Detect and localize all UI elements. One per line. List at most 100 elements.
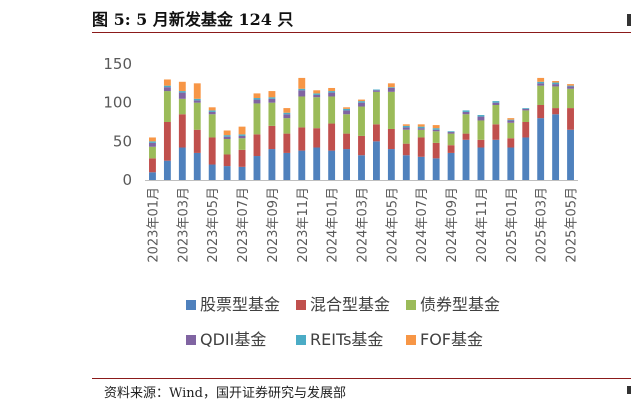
x-axis: 2023年01月 2023年03月 2023年05月 2023年07月 2023年09月… bbox=[145, 180, 580, 263]
bar-segment bbox=[552, 81, 560, 83]
bar-segment bbox=[208, 114, 216, 138]
bar-segment bbox=[462, 133, 470, 140]
bar-segment bbox=[507, 122, 515, 139]
bar-segment bbox=[193, 98, 201, 101]
bar-segment bbox=[373, 89, 380, 91]
y-tick-label: 150 bbox=[103, 55, 132, 73]
bar-segment bbox=[537, 77, 545, 82]
bar-segment bbox=[328, 96, 336, 124]
legend-swatch bbox=[186, 300, 196, 310]
bar-segment bbox=[328, 87, 336, 92]
bar-segment bbox=[358, 102, 365, 107]
bar-segment bbox=[567, 88, 574, 109]
bar-segment bbox=[447, 152, 455, 180]
legend-swatch bbox=[296, 300, 306, 310]
bar-segment bbox=[477, 120, 485, 140]
bar-segment bbox=[567, 129, 574, 180]
bar-segment bbox=[238, 149, 246, 167]
bar-segment bbox=[268, 102, 276, 126]
bar-segment bbox=[298, 90, 306, 97]
bar-segment bbox=[537, 118, 545, 180]
legend-label: FOF基金 bbox=[420, 330, 483, 349]
bar-segment bbox=[492, 102, 500, 105]
bar-segment bbox=[178, 114, 186, 148]
bar-segment bbox=[537, 81, 545, 84]
bar-segment bbox=[313, 94, 321, 98]
bar-segment bbox=[343, 108, 350, 111]
bar-segment bbox=[402, 124, 410, 126]
bottom-rule bbox=[92, 378, 631, 379]
bar-segment bbox=[178, 81, 186, 92]
bar-segment bbox=[253, 103, 261, 135]
x-tick-label: 2023年05月 bbox=[206, 187, 221, 263]
bar-segment bbox=[358, 99, 365, 102]
x-tick-label: 2024年07月 bbox=[415, 187, 430, 263]
legend-label: 混合型基金 bbox=[310, 295, 390, 314]
bar-segment bbox=[447, 131, 455, 133]
bar-segment bbox=[477, 147, 485, 180]
bar-segment bbox=[313, 93, 321, 95]
y-tick-label: 50 bbox=[113, 132, 132, 150]
bar-segment bbox=[313, 128, 321, 148]
bar-segment bbox=[462, 139, 470, 180]
legend-swatch bbox=[296, 335, 306, 345]
bar-segment bbox=[238, 166, 246, 180]
bar-segment bbox=[477, 116, 485, 121]
bar-segment bbox=[238, 138, 246, 150]
bar-segment bbox=[432, 125, 440, 129]
bar-segment bbox=[313, 147, 321, 180]
bar-segment bbox=[223, 136, 231, 140]
bar-segment bbox=[238, 134, 246, 136]
bar-segment bbox=[238, 135, 246, 139]
bar-segment bbox=[402, 125, 410, 128]
bar-segment bbox=[373, 141, 380, 180]
bar-segment bbox=[328, 91, 336, 93]
x-tick-label: 2023年09月 bbox=[266, 187, 281, 263]
bar-segment bbox=[507, 118, 515, 120]
bar-segment bbox=[253, 134, 261, 157]
bar-segment bbox=[387, 87, 395, 92]
bar-segment bbox=[283, 112, 291, 115]
bar-segment bbox=[447, 133, 455, 146]
bar-segment bbox=[298, 150, 306, 180]
legend-label: 债券型基金 bbox=[420, 295, 500, 314]
bar-segment bbox=[223, 166, 231, 180]
legend: 股票型基金 混合型基金 债券型基金 QDII基金 REITs基金 FOF基金 bbox=[186, 295, 500, 349]
bar-segment bbox=[328, 123, 336, 151]
bar-segment bbox=[492, 124, 500, 140]
legend-label: REITs基金 bbox=[310, 330, 383, 349]
legend-swatch bbox=[186, 335, 196, 345]
bar-segment bbox=[567, 86, 574, 89]
bar-segment bbox=[358, 101, 365, 103]
x-tick-label: 2024年09月 bbox=[445, 187, 460, 263]
bar-segment bbox=[417, 126, 425, 129]
bar-segment bbox=[507, 120, 515, 123]
bar-segment bbox=[522, 137, 530, 180]
bar-segment bbox=[193, 152, 201, 180]
legend-label: 股票型基金 bbox=[200, 295, 280, 314]
x-tick-label: 2023年01月 bbox=[146, 187, 161, 263]
bar-segment bbox=[328, 92, 336, 97]
bar-segment bbox=[149, 172, 156, 180]
bar-segment bbox=[208, 107, 216, 111]
figure-title: 图 5: 5 月新发基金 124 只 bbox=[92, 10, 294, 29]
bar-segment bbox=[432, 128, 440, 130]
bar-segment bbox=[178, 147, 186, 180]
bar-segment bbox=[268, 98, 276, 103]
top-rule bbox=[92, 32, 631, 33]
bar-segment bbox=[343, 149, 350, 180]
bar-segment bbox=[163, 79, 171, 86]
bar-segment bbox=[268, 149, 276, 180]
edge-mark-top bbox=[627, 14, 631, 26]
bar-segment bbox=[163, 87, 171, 92]
bar-segment bbox=[313, 90, 321, 94]
bar-segment bbox=[477, 139, 485, 148]
bar-segment bbox=[373, 91, 380, 125]
bar-segment bbox=[149, 146, 156, 159]
bar-segment bbox=[343, 107, 350, 109]
bar-segment bbox=[552, 114, 560, 180]
bar-segment bbox=[432, 131, 440, 143]
x-tick-label: 2025年05月 bbox=[565, 187, 580, 263]
bar-segment bbox=[417, 129, 425, 138]
